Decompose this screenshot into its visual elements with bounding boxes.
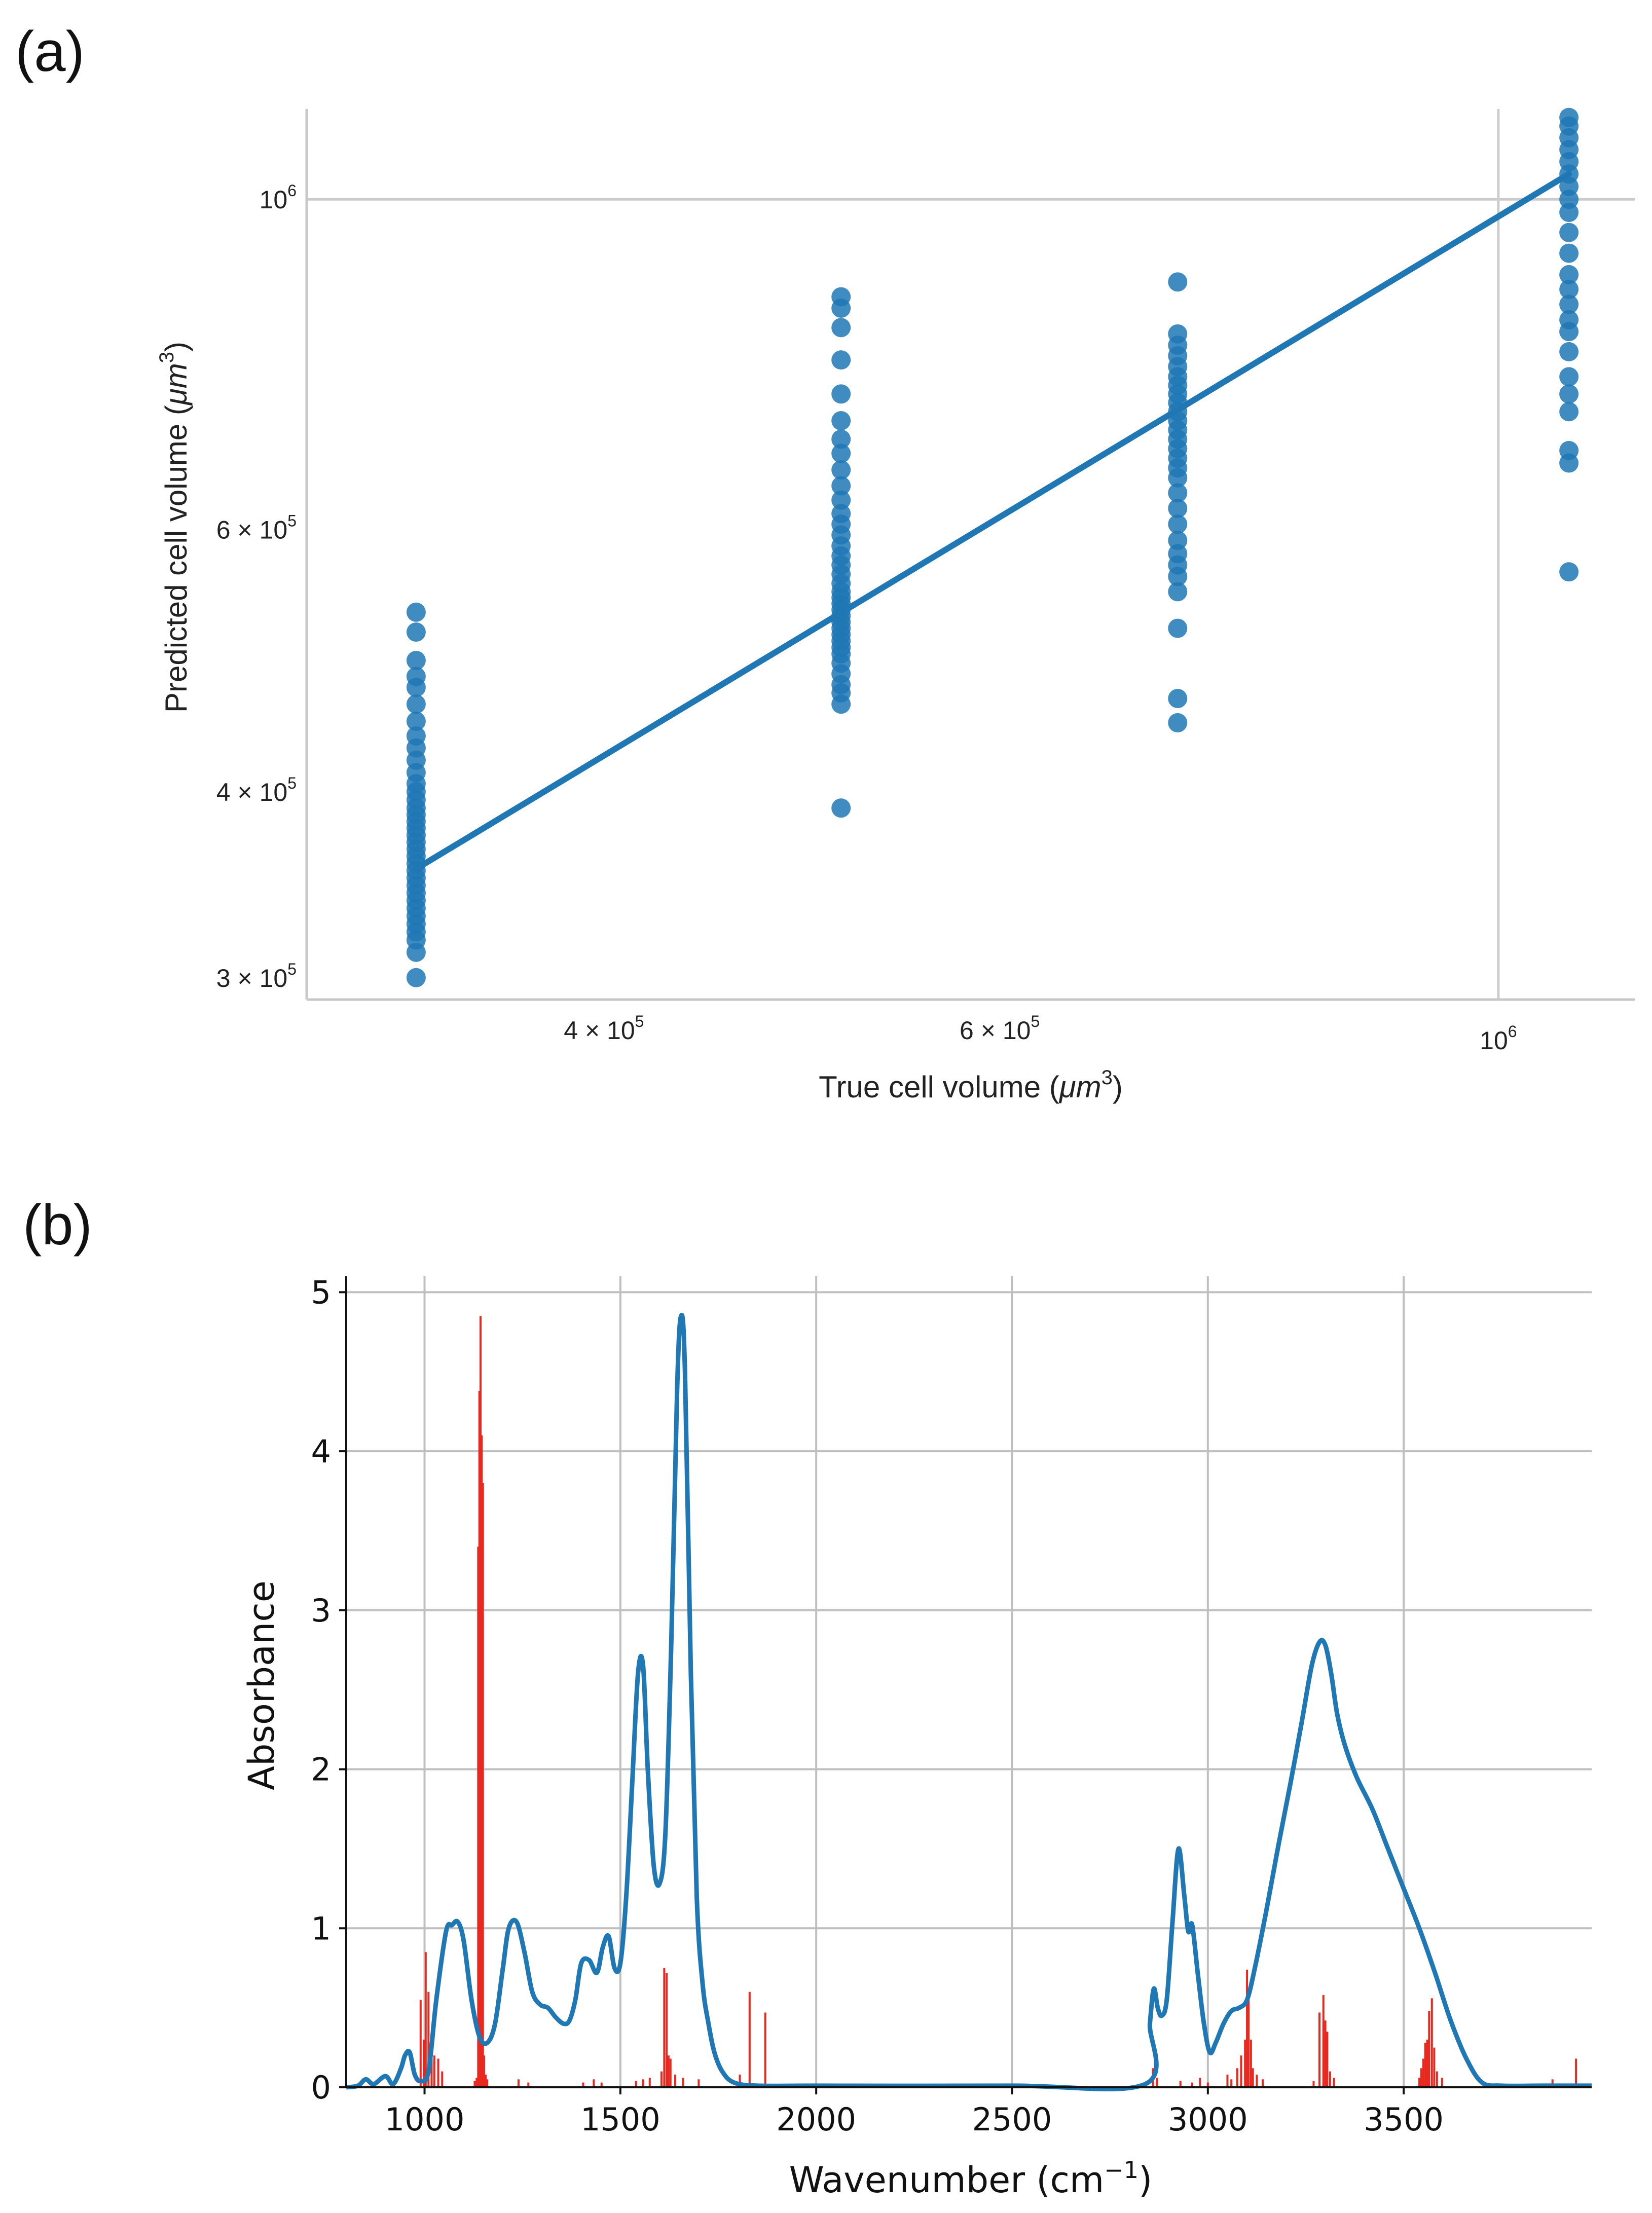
panel-label-b: (b) [23,1193,92,1257]
scatter-point [1559,367,1579,387]
x-tick-label: 2000 [776,2101,856,2138]
x-tick-label: 3000 [1168,2101,1248,2138]
y-tick-label: 0 [311,2069,331,2106]
panel-label-a: (a) [15,20,85,83]
scatter-point [831,384,851,404]
scatter-point [406,712,426,731]
spectrum-curve [346,1313,1592,2092]
y-tick-label: 5 [311,1274,331,1311]
scatter-point [1559,223,1579,242]
scatter-point [831,411,851,431]
scatter-point [831,490,851,510]
x-tick-label: 1000 [385,2101,465,2138]
scatter-point [406,651,426,671]
y-tick-labels: 0 1 2 3 4 5 [311,1274,346,2106]
scatter-point [831,429,851,449]
y-axis-title: Absorbance [241,1580,282,1790]
y-tick-label: 4 [311,1433,331,1470]
x-axis-title: True cell volume (μm3) [819,1066,1123,1104]
spectrum-chart: 1000 1500 2000 2500 3000 3500 0 1 2 3 4 5 Wavenumb… [241,1274,1592,2201]
scatter-point [1559,243,1579,263]
y-tick-labels: 3 × 105 4 × 105 6 × 105 106 [216,181,297,992]
scatter-point [1168,582,1188,602]
tick-label: 4 × 105 [564,1012,644,1045]
fit-line [413,171,1572,872]
tick-label: 3 × 105 [216,960,297,992]
scatter-point [406,667,426,686]
tick-label: 106 [1480,1022,1517,1055]
scatter-chart: 4 × 105 6 × 105 106 3 × 105 4 × 105 6 × 105 1… [156,107,1635,1104]
scatter-point [1559,279,1579,299]
scatter-point [1168,689,1188,709]
x-tick-label: 1500 [580,2101,660,2138]
scatter-point [831,460,851,480]
scatter-point [406,726,426,746]
axes-spines [305,109,1635,1001]
x-axis-title: Wavenumber (cm−1) [789,2156,1153,2201]
scatter-point [1168,272,1188,292]
scatter-point [1559,265,1579,284]
scatter-point [406,968,426,987]
scatter-point [831,798,851,818]
y-tick-label: 3 [311,1592,331,1629]
scatter-point [831,287,851,307]
tick-label: 106 [260,181,297,214]
scatter-point [1168,618,1188,638]
scatter-point [406,622,426,642]
scatter-point [831,444,851,463]
x-tick-label: 3500 [1364,2101,1444,2138]
y-tick-label: 1 [311,1910,331,1947]
y-tick-label: 2 [311,1751,331,1788]
tick-label: 6 × 105 [216,512,297,544]
x-tick-label: 2500 [972,2101,1052,2138]
y-axis-title: Predicted cell volume (μm3) [156,342,193,713]
scatter-point [406,694,426,714]
scatter-point [1168,544,1188,564]
tick-label: 6 × 105 [960,1012,1040,1045]
regression-line [413,171,1572,872]
spectrum-line [346,1313,1592,2092]
scatter-point [1559,294,1579,314]
scatter-point [406,602,426,622]
scatter-point [1559,562,1579,582]
axes-spines [345,1276,1592,2088]
scatter-point [1559,402,1579,422]
scatter-point [831,350,851,370]
scatter-point [1559,384,1579,404]
grid [307,109,1635,1000]
tick-label: 4 × 105 [216,774,297,806]
scatter-point [1559,440,1579,460]
scatter-point [1168,324,1188,344]
scatter-point [1559,310,1579,329]
scatter-points [406,107,1579,987]
scatter-point [831,318,851,338]
scatter-point [1559,107,1579,127]
scatter-point [1168,514,1188,534]
scatter-point [1168,531,1188,550]
x-tick-labels: 4 × 105 6 × 105 106 [564,1012,1517,1055]
x-tick-labels: 1000 1500 2000 2500 3000 3500 [385,2087,1444,2138]
scatter-point [1559,342,1579,361]
scatter-point [1168,483,1188,503]
scatter-point [831,476,851,496]
scatter-point [831,504,851,524]
scatter-point [1168,498,1188,518]
scatter-point [1168,713,1188,732]
